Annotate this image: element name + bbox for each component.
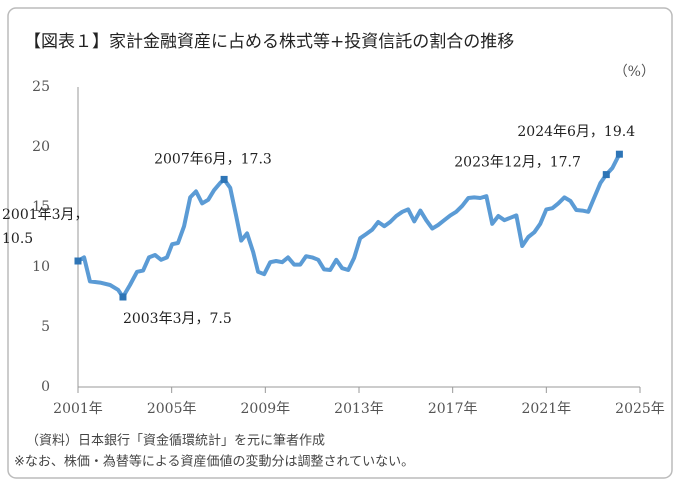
annotation: 2003年3月，7.5 [123, 311, 232, 327]
x-tick-label: 2013年 [334, 401, 384, 417]
data-marker [220, 175, 228, 183]
y-tick-label: 20 [32, 139, 50, 155]
x-tick-label: 2001年 [53, 401, 103, 417]
data-line [76, 153, 622, 299]
chart-title: 【図表１】家計金融資産に占める株式等+投資信託の割合の推移 [24, 32, 514, 52]
data-marker [74, 257, 82, 265]
y-tick-label: 5 [41, 319, 50, 335]
annotation: 2024年6月，19.4 [517, 124, 635, 140]
data-marker [119, 293, 127, 301]
annotation: 10.5 [2, 231, 33, 247]
x-tick-label: 2021年 [522, 401, 572, 417]
data-marker [602, 171, 610, 179]
data-marker [615, 150, 623, 158]
note: ※なお、株価・為替等による資産価値の変動分は調整されていない。 [14, 454, 414, 470]
y-tick-label: 25 [32, 79, 50, 95]
x-tick-label: 2017年 [428, 401, 478, 417]
y-tick-label: 15 [32, 199, 50, 215]
chart-frame [7, 7, 673, 479]
x-tick-label: 2009年 [241, 401, 291, 417]
x-tick-label: 2025年 [615, 401, 665, 417]
annotation: 2007年6月，17.3 [154, 151, 272, 167]
note: （資料）日本銀行「資金循環統計」を元に筆者作成 [26, 433, 325, 449]
x-tick-label: 2005年 [147, 401, 197, 417]
y-tick-label: 10 [32, 259, 50, 275]
y-tick-label: 0 [41, 379, 50, 395]
annotation: 2023年12月，17.7 [454, 155, 581, 171]
unit-label: （%） [614, 64, 655, 80]
annotation: 2001年3月， [2, 207, 89, 223]
